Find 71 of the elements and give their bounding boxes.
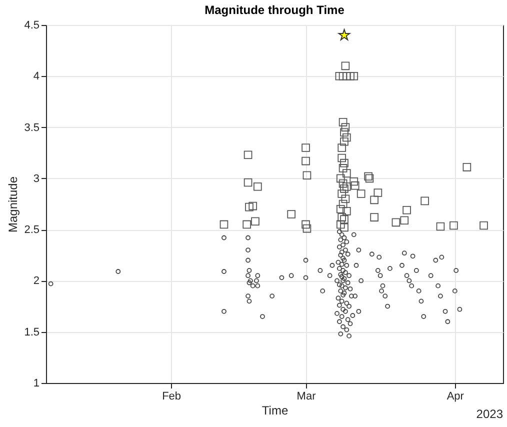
y-tick-label: 4.5 [24, 20, 40, 32]
point [480, 221, 488, 230]
point [350, 177, 358, 186]
point [350, 181, 360, 190]
point [302, 156, 310, 166]
point [340, 158, 348, 168]
point [244, 178, 252, 187]
point [350, 72, 358, 80]
point [338, 190, 346, 198]
point [245, 202, 254, 212]
text: 2023 [476, 407, 503, 421]
point [356, 190, 366, 198]
point [338, 179, 348, 188]
y-tick-label: 1.5 [24, 326, 40, 338]
point [340, 137, 348, 146]
point [338, 164, 348, 172]
point [220, 220, 228, 229]
point [244, 150, 252, 160]
point [450, 221, 458, 230]
y-tick-label: 3 [33, 172, 40, 185]
point [436, 222, 445, 231]
point [340, 128, 348, 137]
point [370, 196, 378, 204]
y-tick-label: 4 [33, 70, 40, 83]
point [364, 172, 372, 181]
point [370, 213, 378, 222]
point [341, 62, 350, 70]
point [341, 123, 350, 132]
point [342, 182, 351, 191]
x-tick-label: Feb [162, 390, 182, 402]
point [336, 204, 345, 214]
point [338, 29, 350, 40]
point [462, 163, 472, 172]
point [287, 210, 296, 218]
point [302, 144, 310, 152]
point [402, 206, 411, 214]
point [254, 182, 262, 191]
y-tick-label: 2.5 [24, 224, 40, 236]
y-tick-label: 2 [33, 275, 40, 288]
y-tick-label: 3.5 [24, 122, 40, 134]
point [336, 220, 345, 229]
point [338, 154, 346, 162]
point [392, 218, 400, 227]
point [302, 171, 312, 180]
point [338, 144, 346, 152]
y-tick-label: 1 [33, 378, 40, 390]
point [400, 216, 409, 225]
point [340, 223, 348, 232]
point [242, 220, 251, 229]
point [342, 169, 351, 178]
x-tick-label: Mar [296, 390, 316, 402]
point [342, 133, 351, 142]
y-axis-title: Magnitude [6, 176, 20, 233]
point [365, 174, 374, 183]
point [248, 202, 258, 210]
point [341, 194, 350, 204]
point [338, 200, 348, 208]
point [251, 217, 260, 226]
point [342, 207, 351, 216]
point [420, 196, 429, 206]
x-axis-title: Time [262, 404, 288, 418]
point [340, 184, 348, 193]
point [340, 215, 348, 224]
chart-title: Magnitude through Time [204, 3, 345, 17]
x-tick-label: Apr [446, 390, 464, 402]
point [302, 224, 312, 233]
point [338, 213, 346, 222]
point [374, 188, 382, 197]
point [302, 220, 310, 229]
point [338, 118, 348, 126]
point [336, 174, 345, 183]
